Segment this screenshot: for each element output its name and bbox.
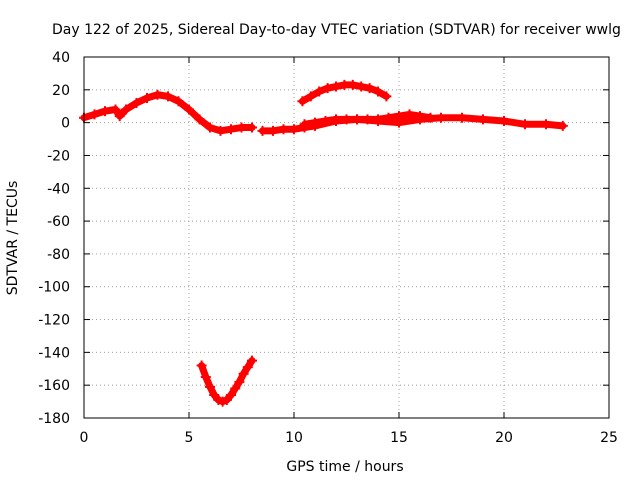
data-point <box>541 119 551 130</box>
x-tick-label: 10 <box>285 430 303 446</box>
data-point <box>331 81 341 92</box>
y-tick-label: 20 <box>52 83 70 99</box>
data-point <box>152 89 163 100</box>
data-point <box>425 112 436 123</box>
data-point <box>236 122 247 133</box>
data-point <box>310 117 320 128</box>
data-point <box>557 120 568 131</box>
data-point <box>457 112 467 123</box>
x-axis-title: GPS time / hours <box>286 459 403 475</box>
data-point <box>322 83 333 94</box>
plot-frame <box>83 56 610 419</box>
data-point <box>478 114 488 125</box>
data-point <box>194 114 205 125</box>
y-axis-title: SDTVAR / TECUs <box>5 181 21 296</box>
data-point <box>205 381 215 392</box>
data-point <box>341 114 352 125</box>
data-point <box>362 114 373 125</box>
y-tick-label: 40 <box>52 50 70 66</box>
chart-title: Day 122 of 2025, Sidereal Day-to-day VTE… <box>52 22 621 38</box>
y-tick-label: -60 <box>47 214 70 230</box>
series-mid-band <box>299 109 436 130</box>
y-tick-label: -140 <box>38 345 70 361</box>
data-point <box>196 360 207 371</box>
y-tick-label: -20 <box>47 148 70 164</box>
data-point <box>373 86 383 97</box>
data-point <box>520 119 530 130</box>
data-point <box>297 96 308 107</box>
y-tick-label: -100 <box>38 280 70 296</box>
data-point <box>373 114 383 125</box>
data-point <box>131 97 142 108</box>
data-point <box>320 115 331 126</box>
data-point <box>352 114 362 125</box>
data-point <box>268 125 278 136</box>
data-point <box>121 104 131 115</box>
tick-layer: 40 20 0 -20 -40 -60 -80 -100 -120 -140 -160 -180 0 5 1… <box>38 50 618 446</box>
data-point <box>331 114 341 125</box>
data-point <box>230 383 241 394</box>
data-point <box>200 371 211 382</box>
data-point <box>394 111 404 122</box>
grid-layer <box>84 57 609 418</box>
data-point <box>415 111 425 122</box>
data-point <box>226 124 236 135</box>
data-point <box>215 125 226 136</box>
series-low-arc <box>196 355 257 407</box>
data-point <box>436 112 446 123</box>
y-tick-label: -160 <box>38 378 70 394</box>
data-point <box>381 91 392 102</box>
data-point <box>234 376 245 387</box>
data-point <box>289 124 299 135</box>
data-point <box>163 91 173 102</box>
x-tick-label: 15 <box>390 430 408 446</box>
data-point <box>247 122 257 133</box>
data-point <box>305 91 316 102</box>
data-point <box>242 362 253 373</box>
data-point <box>142 93 152 104</box>
y-tick-label: -80 <box>47 247 70 263</box>
data-point <box>247 355 257 366</box>
data-point <box>226 390 236 401</box>
data-point <box>100 106 110 117</box>
data-layer <box>79 79 568 407</box>
y-tick-label: 0 <box>61 116 70 132</box>
x-tick-label: 25 <box>600 430 618 446</box>
data-point <box>339 79 350 90</box>
data-point <box>257 125 268 136</box>
data-point <box>383 112 394 123</box>
x-tick-label: 5 <box>185 430 194 446</box>
data-point <box>110 104 121 115</box>
y-tick-label: -40 <box>47 181 70 197</box>
data-point <box>114 111 125 122</box>
data-point <box>364 83 375 94</box>
x-tick-label: 0 <box>80 430 89 446</box>
x-tick-label: 20 <box>495 430 513 446</box>
data-point <box>347 79 358 90</box>
data-point <box>238 368 249 379</box>
y-tick-label: -120 <box>38 313 70 329</box>
y-tick-label: -180 <box>38 411 70 427</box>
data-point <box>278 124 289 135</box>
data-point <box>173 96 184 107</box>
series-upper-arc <box>297 79 392 107</box>
data-point <box>404 109 415 120</box>
series-main-band <box>79 89 257 136</box>
data-point <box>356 81 367 92</box>
data-point <box>89 109 100 120</box>
data-point <box>184 104 194 115</box>
data-point <box>314 86 325 97</box>
data-point <box>299 119 310 130</box>
data-point <box>499 115 509 126</box>
data-point <box>205 122 215 133</box>
